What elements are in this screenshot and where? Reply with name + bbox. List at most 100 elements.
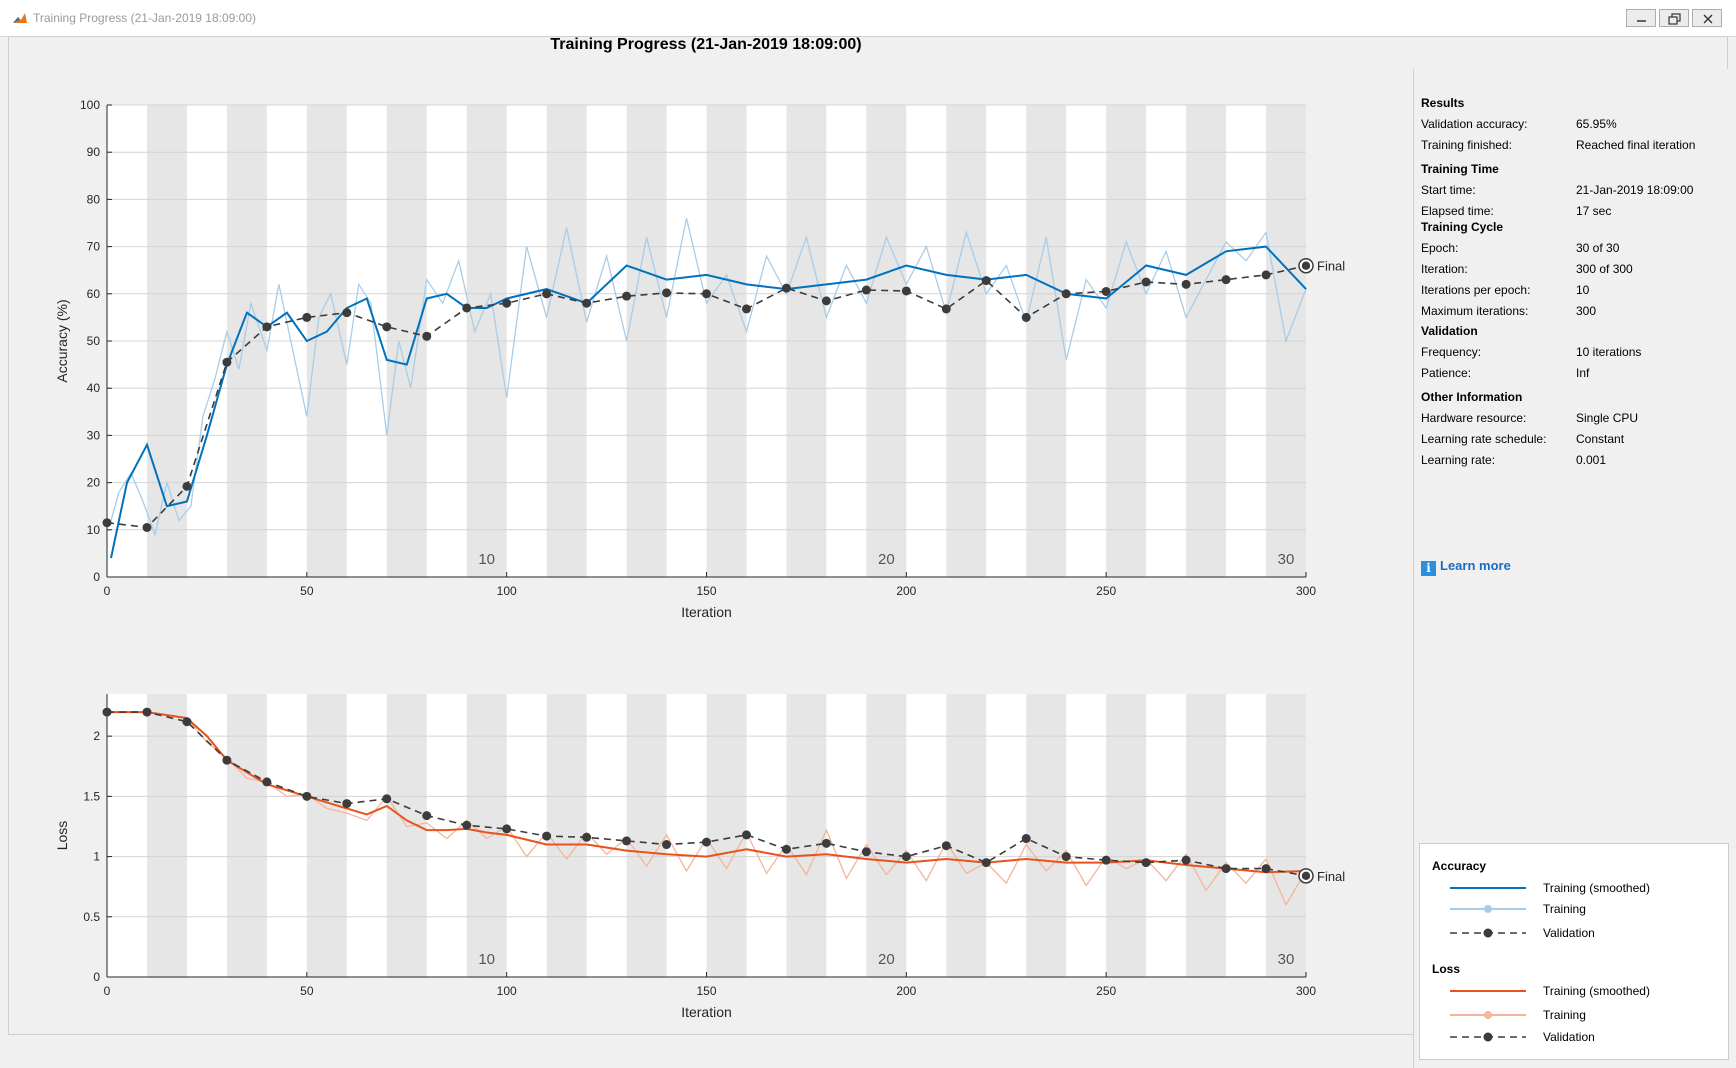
x-tick-label: 0 — [104, 584, 111, 598]
y-tick-label: 0 — [93, 970, 100, 984]
info-value: Reached final iteration — [1576, 138, 1696, 152]
validation-point — [1141, 858, 1151, 868]
validation-point — [1181, 279, 1191, 289]
epoch-band — [546, 694, 587, 977]
validation-point — [502, 298, 512, 308]
validation-point — [582, 832, 592, 842]
info-label: Iterations per epoch: — [1421, 283, 1531, 297]
y-axis-label: Accuracy (%) — [54, 299, 70, 382]
learn-more-link[interactable]: i Learn more — [1421, 558, 1511, 576]
info-value: Single CPU — [1576, 411, 1639, 425]
validation-point — [702, 289, 711, 299]
info-label: Elapsed time: — [1421, 204, 1494, 218]
epoch-band — [1186, 694, 1227, 977]
validation-point — [1021, 312, 1031, 322]
legend-accuracy-validation: Validation — [1428, 923, 1718, 943]
info-value: 30 of 30 — [1576, 241, 1620, 255]
legend-label: Training — [1543, 1008, 1586, 1022]
validation-point — [781, 844, 791, 854]
y-tick-label: 30 — [87, 428, 101, 442]
info-icon: i — [1421, 561, 1436, 576]
x-tick-label: 250 — [1096, 584, 1116, 598]
info-value: Constant — [1576, 432, 1625, 446]
info-label: Learning rate schedule: — [1421, 432, 1547, 446]
validation-point — [582, 298, 592, 308]
epoch-band — [466, 694, 507, 977]
legend-label: Training (smoothed) — [1543, 881, 1650, 895]
validation-point — [901, 852, 911, 862]
validation-point — [462, 820, 472, 830]
validation-point — [222, 755, 232, 765]
epoch-band — [226, 694, 267, 977]
validation-point — [821, 838, 831, 848]
maximize-button[interactable] — [1659, 9, 1689, 27]
info-value: 10 iterations — [1576, 345, 1642, 359]
legend-line-swatch — [1450, 928, 1526, 938]
y-tick-label: 1.5 — [83, 789, 100, 803]
epoch-label: 20 — [878, 551, 895, 568]
validation-point — [981, 858, 991, 868]
final-label: Final — [1317, 259, 1345, 274]
y-tick-label: 0 — [93, 570, 100, 584]
validation-point — [422, 811, 432, 821]
validation-point — [1261, 864, 1271, 874]
x-tick-label: 150 — [696, 584, 716, 598]
validation-point — [662, 288, 672, 298]
validation-point — [342, 308, 352, 318]
info-label: Frequency: — [1421, 345, 1482, 359]
x-tick-label: 50 — [300, 984, 314, 998]
epoch-band — [946, 694, 987, 977]
minimize-button[interactable] — [1626, 9, 1656, 27]
info-label: Iteration: — [1421, 262, 1468, 276]
info-label: Epoch: — [1421, 241, 1459, 255]
info-value: 300 — [1576, 304, 1597, 318]
epoch-band — [626, 694, 667, 977]
validation-point — [741, 304, 751, 314]
legend-accuracy-heading: Accuracy — [1432, 859, 1487, 873]
info-label: Patience: — [1421, 366, 1472, 380]
validation-point — [1261, 270, 1271, 280]
x-tick-label: 100 — [497, 584, 517, 598]
epoch-label: 10 — [478, 551, 495, 568]
training-smoothed-line — [111, 711, 1307, 874]
legend-accuracy-training-smoothed: Training (smoothed) — [1428, 878, 1718, 898]
close-button[interactable] — [1692, 9, 1722, 27]
validation-point — [262, 777, 272, 787]
validation-point — [941, 841, 951, 851]
x-tick-label: 250 — [1096, 984, 1116, 998]
legend-label: Training (smoothed) — [1543, 984, 1650, 998]
legend-loss-validation: Validation — [1428, 1027, 1718, 1047]
legend-loss-training: Training — [1428, 1005, 1718, 1025]
epoch-band — [1106, 694, 1147, 977]
info-label: Training finished: — [1421, 138, 1512, 152]
info-value: 0.001 — [1576, 453, 1607, 467]
validation-point — [462, 303, 472, 313]
y-tick-label: 60 — [87, 287, 101, 301]
validation-point — [622, 836, 632, 846]
y-tick-label: 10 — [87, 523, 101, 537]
x-tick-label: 50 — [300, 584, 314, 598]
legend-label: Validation — [1543, 926, 1595, 940]
info-value: 21-Jan-2019 18:09:00 — [1576, 183, 1694, 197]
info-label: Validation accuracy: — [1421, 117, 1528, 131]
epoch-label: 20 — [878, 951, 895, 968]
y-tick-label: 100 — [80, 98, 100, 112]
x-tick-label: 200 — [896, 584, 916, 598]
validation-point — [382, 322, 392, 332]
epoch-label: 30 — [1278, 951, 1295, 968]
validation-point — [342, 799, 352, 809]
validation-point — [302, 312, 312, 322]
epoch-band — [306, 694, 347, 977]
accuracy-plot: 0 10 20 30 40 50 60 70 80 90 100 0 50 100 150 200 250 300… — [54, 98, 1345, 620]
validation-point — [941, 304, 951, 314]
validation-point — [102, 707, 112, 717]
validation-point — [1061, 289, 1071, 299]
validation-point — [1221, 275, 1231, 285]
legend-line-swatch — [1450, 1032, 1526, 1042]
close-icon — [1703, 14, 1713, 24]
y-tick-label: 20 — [87, 476, 101, 490]
validation-point — [901, 286, 911, 296]
window-titlebar: Training Progress (21-Jan-2019 18:09:00) — [0, 0, 1736, 37]
legend-line-swatch — [1450, 990, 1526, 992]
